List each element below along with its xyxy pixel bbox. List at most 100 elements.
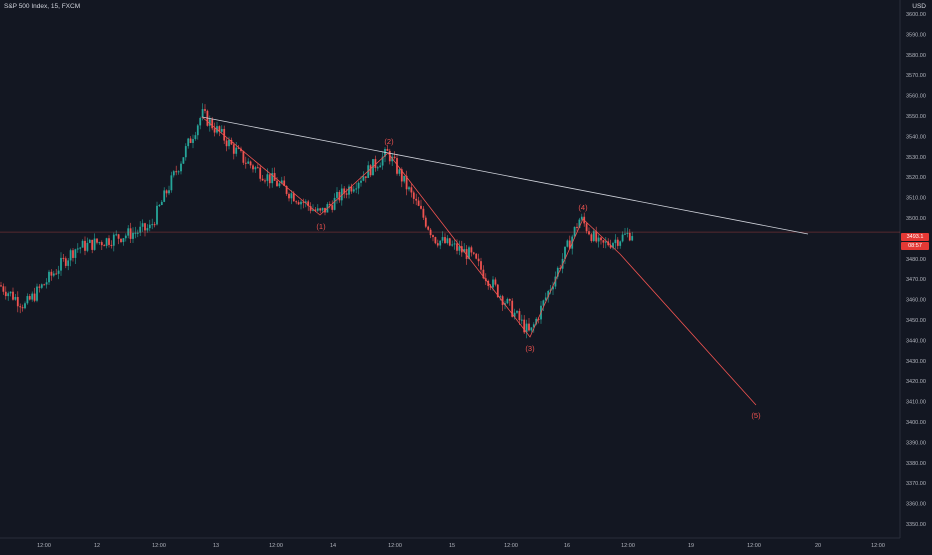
- candle-body: [357, 182, 360, 189]
- candle-body: [621, 234, 624, 242]
- price-tick-label: 3600.00: [906, 12, 926, 18]
- candle-body: [158, 205, 161, 207]
- candle-body: [50, 271, 53, 276]
- candle-body: [352, 189, 355, 192]
- candle-body: [134, 232, 137, 234]
- candle-body: [72, 250, 74, 258]
- candle-body: [506, 298, 509, 304]
- candle-body: [93, 238, 96, 250]
- candle-body: [530, 327, 533, 331]
- candle-body: [84, 240, 86, 251]
- candle-body: [340, 188, 343, 201]
- candle-body: [213, 128, 216, 133]
- candle-body: [7, 293, 10, 297]
- candle-body: [482, 269, 485, 279]
- candle-body: [261, 178, 264, 181]
- candle-body: [559, 267, 562, 269]
- candle-body: [259, 167, 262, 179]
- candle-body: [508, 298, 511, 301]
- candle-body: [588, 231, 590, 235]
- candle-body: [16, 297, 19, 307]
- candle-body: [220, 128, 223, 132]
- candle-body: [552, 286, 554, 290]
- price-tick-label: 3460.00: [906, 298, 926, 304]
- candle-body: [268, 174, 271, 184]
- candle-body: [122, 238, 125, 243]
- time-tick-label: 12:00: [871, 543, 885, 549]
- candle-body: [112, 234, 115, 246]
- candle-body: [67, 260, 70, 266]
- candle-body: [456, 243, 458, 251]
- candle-body: [556, 267, 559, 277]
- candle-body: [381, 156, 384, 166]
- candle-body: [160, 201, 163, 206]
- price-tick-label: 3560.00: [906, 94, 926, 100]
- candle-body: [237, 147, 240, 149]
- candle-body: [429, 229, 432, 236]
- candle-body: [187, 138, 190, 147]
- candle-body: [115, 234, 118, 236]
- candle-body: [139, 226, 142, 233]
- candle-body: [232, 144, 235, 154]
- price-tick-label: 3440.00: [906, 338, 926, 344]
- candle-body: [52, 273, 55, 276]
- candle-body: [448, 238, 451, 246]
- candle-body: [168, 190, 170, 194]
- candle-body: [79, 247, 82, 249]
- countdown-badge: 08:57: [901, 242, 929, 250]
- candle-body: [477, 258, 480, 262]
- candle-body: [590, 234, 593, 242]
- candle-body: [244, 162, 247, 164]
- candle-body: [614, 239, 617, 244]
- candle-body: [74, 249, 77, 258]
- time-tick-label: 19: [688, 543, 694, 549]
- candle-body: [576, 226, 578, 228]
- candle-body: [566, 240, 569, 247]
- candle-body: [369, 165, 372, 176]
- price-tick-label: 3520.00: [906, 175, 926, 181]
- candle-body: [398, 169, 401, 174]
- candle-body: [367, 165, 370, 178]
- candle-body: [386, 149, 389, 151]
- time-tick-label: 20: [815, 543, 821, 549]
- symbol-title[interactable]: S&P 500 Index, 15, FXCM: [4, 3, 81, 10]
- candle-body: [297, 202, 300, 205]
- candle-body: [458, 246, 461, 251]
- candle-body: [170, 175, 173, 191]
- trend-line[interactable]: [201, 116, 809, 235]
- candle-body: [338, 191, 341, 201]
- price-tick-label: 3390.00: [906, 440, 926, 446]
- elliott-wave-line[interactable]: [201, 116, 757, 406]
- price-tick-label: 3480.00: [906, 257, 926, 263]
- candle-body: [511, 300, 514, 317]
- candle-body: [345, 193, 348, 195]
- wave-label: (4): [578, 203, 588, 212]
- candle-body: [374, 159, 377, 168]
- candle-body: [24, 303, 26, 309]
- candle-body: [465, 249, 468, 259]
- candle-body: [230, 139, 233, 145]
- candle-body: [4, 291, 7, 297]
- candle-body: [384, 149, 386, 157]
- candle-body: [117, 234, 120, 239]
- candle-body: [453, 243, 456, 245]
- candle-body: [364, 176, 367, 178]
- candle-body: [60, 257, 62, 271]
- candle-body: [480, 261, 482, 270]
- candle-body: [132, 232, 134, 239]
- candle-body: [21, 307, 24, 309]
- candle-body: [376, 167, 379, 169]
- candle-body: [468, 247, 470, 259]
- candle-body: [57, 270, 60, 274]
- candle-body: [304, 201, 307, 203]
- wave-label: (2): [384, 137, 394, 146]
- candle-body: [501, 296, 504, 306]
- candle-body: [393, 156, 396, 159]
- candle-body: [520, 319, 523, 321]
- candle-body: [350, 186, 353, 192]
- candle-body: [427, 226, 430, 230]
- candle-body: [292, 193, 295, 202]
- price-tick-label: 3410.00: [906, 400, 926, 406]
